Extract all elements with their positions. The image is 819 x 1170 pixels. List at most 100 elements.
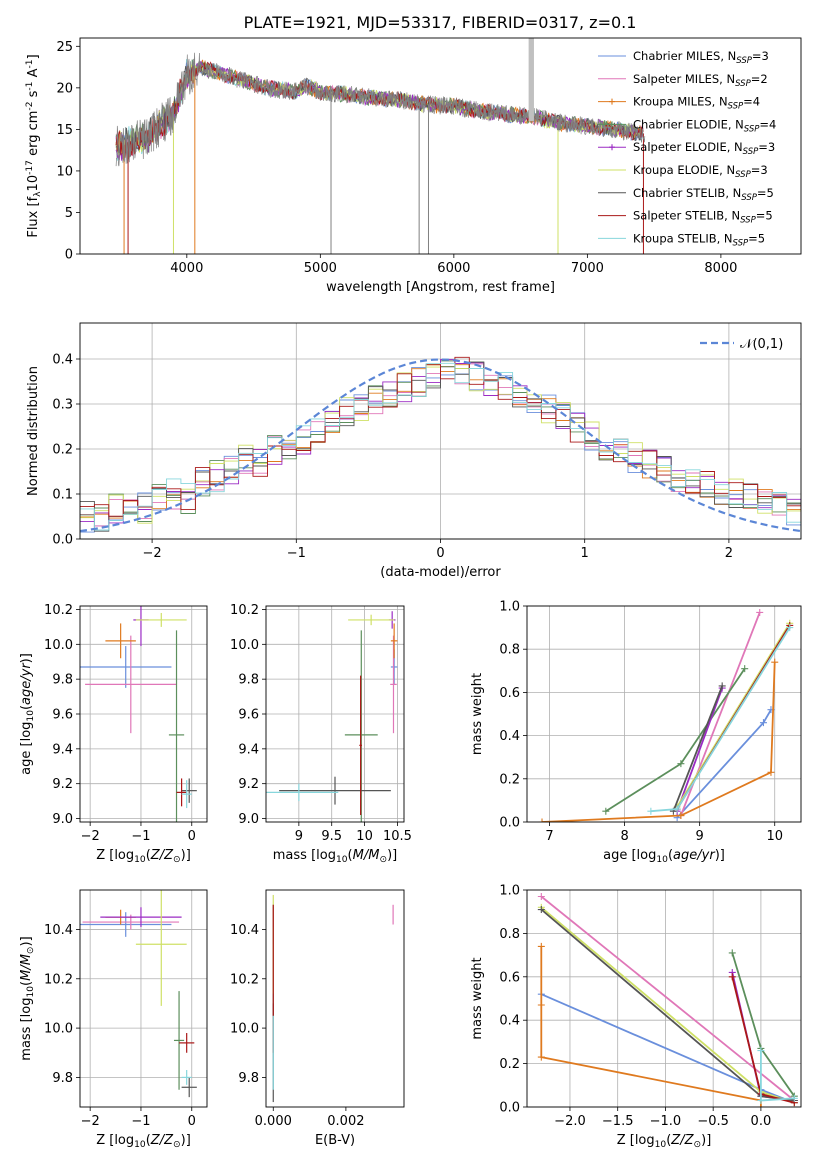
errorbar-point-7 [176,778,187,807]
errorbar-point-6 [279,776,391,805]
plot-area-weight-vs-Z [537,893,798,1107]
axes-frame [79,322,802,540]
y-tick-label: 9.6 [238,708,259,723]
panel-age-vs-mass: 9 9.5 10 10.5 9.0 9.2 9.4 9.6 9.8 10.0 10.2 mass [l… [230,603,412,865]
y-tick-label: 10.0 [230,638,259,653]
x-tick-label: 4000 [170,261,203,276]
marker [757,1047,765,1055]
marker [786,624,794,632]
x-axis-label: mass [log10(M/M⊙)] [273,848,397,865]
x-tick-label: −1 [131,829,150,844]
legend-entry-1: Salpeter MILES, NSSP=2 [633,72,768,89]
weight-series-0 [673,706,775,822]
errorbar-point-3 [344,630,378,822]
y-tick-label: 10.0 [230,1022,259,1037]
marker [609,144,615,151]
weight-line [676,687,724,812]
errorbar-point-8 [266,783,339,802]
y-tick-label: 15 [56,123,73,138]
legend-entry-4: Salpeter ELODIE, NSSP=3 [633,140,775,157]
errorbar-point-2 [390,623,398,659]
weight-series-8 [647,624,794,815]
plot-area-weight-vs-age [538,608,794,822]
plot-area-age-vs-mass [266,611,398,822]
y-tick-label: 25 [56,40,73,55]
marker [647,807,655,815]
marker [537,1053,545,1061]
x-tick-label: 0 [188,1114,196,1129]
y-tick-label: 10.0 [44,1022,73,1037]
weight-line [672,685,724,812]
x-axis-label: age [log10(age/yr)] [603,848,725,865]
x-tick-label: −1 [287,546,306,561]
y-tick-label: 10.2 [44,603,73,618]
panel-weight-vs-Z: −2.0 −1.5 −1.0 −0.5 0.0 0.0 0.2 0.4 0.6 0.8 1.0 Z [… [470,884,802,1150]
marker [538,818,546,822]
legend-entry-2: Kroupa MILES, NSSP=4 [633,95,760,112]
legend-entry-5: Kroupa ELODIE, NSSP=3 [633,163,768,180]
legend-entry-7: Salpeter STELIB, NSSP=5 [633,209,773,226]
axes-frame [526,889,802,1108]
marker [728,949,736,957]
y-tick-label: 10.2 [230,972,259,987]
x-tick-label: −2 [81,1114,100,1129]
errorbar-point-5 [348,614,395,626]
x-tick-label: −1 [131,1114,150,1129]
histogram-7 [80,356,801,539]
y-tick-label: 20 [56,81,73,96]
errorbar-point-8 [181,1070,192,1085]
marker [756,608,764,616]
y-tick-label: 9.4 [238,742,259,757]
marker [677,812,685,820]
plot-area-mass-vs-Z [80,890,197,1098]
axes-frame [265,889,405,1108]
legend: 𝒩(0,1) [700,337,783,352]
errorbar-point-4 [100,907,182,927]
x-tick-label: −1.0 [650,1114,682,1129]
errorbar-point-0 [80,912,172,937]
marker [673,805,681,813]
y-tick-label: 0.6 [499,686,520,701]
marker [537,906,545,914]
y-axis-label: mass weight [470,673,485,755]
errorbar-point-1 [85,635,177,734]
errorbar-point-6 [181,778,197,803]
axes-frame [265,605,405,823]
x-axis-label: wavelength [Angstrom, rest frame] [326,280,555,295]
y-tick-label: 9.8 [52,673,73,688]
x-tick-label: 10.5 [383,829,412,844]
y-tick-label: 9.2 [52,777,73,792]
errorbar-point-5 [135,612,187,627]
y-tick-label: 0.6 [499,970,520,985]
legend-entry-normal: 𝒩(0,1) [740,337,783,352]
marker [728,973,736,981]
plot-area-mass-vs-EBV [272,894,394,1103]
errorbar-point-0 [80,646,172,688]
y-tick-label: 0.2 [52,443,73,458]
weight-line [540,946,762,1107]
y-tick-label: 1.0 [499,600,520,615]
observed-spectrum [115,52,646,167]
plot-area-residuals [80,356,801,539]
y-tick-label: 10 [56,164,73,179]
y-tick-label: 9.4 [52,742,73,757]
marker [759,719,767,727]
x-axis-label: (data-model)/error [380,565,501,580]
y-axis-label: mass [log10(M/M⊙)] [19,936,36,1060]
marker [741,665,749,673]
x-tick-label: 9 [295,829,303,844]
legend-entry-3: Chabrier ELODIE, NSSP=4 [633,117,776,134]
marker [537,942,545,950]
y-tick-label: 0.3 [52,398,73,413]
y-tick-label: 0.0 [499,816,520,831]
weight-series-3 [602,665,749,815]
x-tick-label: 7000 [571,261,604,276]
errorbar-point-3 [168,630,185,822]
panel-residuals: −2 −1 0 1 2 0.0 0.1 0.2 0.3 0.4 (data-model)/error… [26,322,802,580]
y-tick-label: 0.0 [52,533,73,548]
y-tick-label: 9.8 [238,1071,259,1086]
marker [609,121,615,128]
x-tick-label: 8 [620,829,628,844]
axes-frame [79,605,208,823]
weight-series-8 [757,1047,798,1104]
